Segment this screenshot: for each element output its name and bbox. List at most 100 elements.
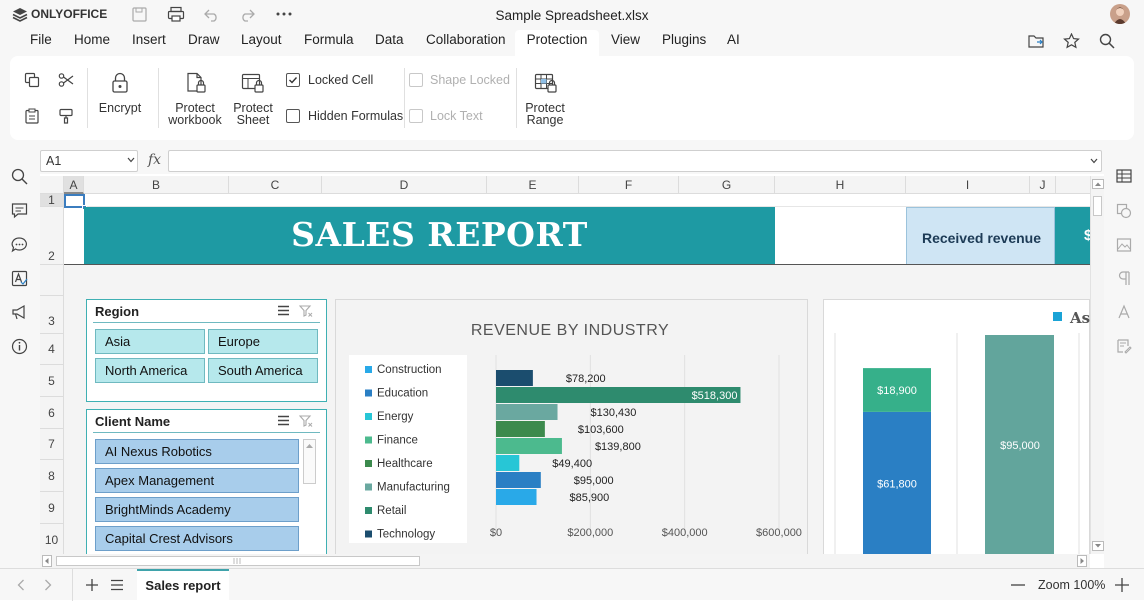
search-icon[interactable] bbox=[11, 168, 28, 185]
undo-icon[interactable] bbox=[203, 7, 220, 22]
sales-report-banner[interactable]: SALES REPORT bbox=[84, 207, 775, 265]
expand-formula-chevron-icon[interactable] bbox=[1090, 158, 1098, 164]
protect-workbook-icon[interactable] bbox=[185, 72, 207, 94]
name-box[interactable]: A1 bbox=[40, 150, 138, 172]
tab-home[interactable]: Home bbox=[74, 32, 111, 47]
zoom-in-icon[interactable] bbox=[1115, 578, 1129, 592]
hidden-formulas-checkbox[interactable] bbox=[286, 109, 300, 123]
protect-range-label[interactable]: Protect Range bbox=[525, 101, 565, 127]
scroll-tabs-right-icon[interactable] bbox=[44, 579, 52, 591]
column-header-i[interactable]: I bbox=[906, 176, 1030, 194]
multi-select-icon[interactable] bbox=[277, 415, 290, 426]
lock-text-label[interactable]: Lock Text bbox=[430, 109, 483, 123]
text-art-settings-icon[interactable] bbox=[1116, 304, 1132, 320]
slicer-item-europe[interactable]: Europe bbox=[208, 329, 318, 354]
sheet-list-icon[interactable] bbox=[110, 579, 124, 591]
region-slicer[interactable]: Region Asia Europe North America South A… bbox=[86, 299, 327, 402]
clear-filter-icon[interactable] bbox=[299, 305, 313, 317]
cut-icon[interactable] bbox=[58, 72, 74, 88]
vertical-scrollbar[interactable] bbox=[1090, 176, 1104, 554]
protect-sheet-label[interactable]: Protect Sheet bbox=[233, 101, 273, 127]
column-header-c[interactable]: C bbox=[229, 176, 322, 194]
chat-icon[interactable] bbox=[11, 236, 28, 253]
tab-collaboration[interactable]: Collaboration bbox=[426, 32, 506, 47]
copy-style-icon[interactable] bbox=[58, 108, 74, 124]
user-avatar[interactable] bbox=[1110, 4, 1130, 24]
tab-protection[interactable]: Protection bbox=[515, 30, 599, 56]
slicer-item-south-america[interactable]: South America bbox=[208, 358, 318, 383]
horizontal-scroll-thumb[interactable] bbox=[56, 556, 420, 566]
paragraph-settings-icon[interactable] bbox=[1116, 270, 1132, 286]
column-header-g[interactable]: G bbox=[679, 176, 775, 194]
column-header-f[interactable]: F bbox=[579, 176, 679, 194]
open-file-location-icon[interactable] bbox=[1028, 33, 1045, 49]
column-header-j[interactable]: J bbox=[1030, 176, 1056, 194]
comments-icon[interactable] bbox=[11, 202, 28, 219]
slicer-item-client[interactable]: Apex Management bbox=[95, 468, 299, 493]
add-sheet-icon[interactable] bbox=[85, 578, 99, 592]
slicer-item-client[interactable]: Capital Crest Advisors bbox=[95, 526, 299, 551]
slicer-item-asia[interactable]: Asia bbox=[95, 329, 205, 354]
chevron-down-icon[interactable] bbox=[127, 157, 135, 163]
horizontal-scrollbar[interactable] bbox=[40, 554, 1090, 568]
revenue-by-industry-chart[interactable]: REVENUE BY INDUSTRY $0 $200,000 $400,000 $6… bbox=[335, 299, 808, 554]
hidden-formulas-label[interactable]: Hidden Formulas bbox=[308, 109, 404, 123]
more-icon[interactable] bbox=[276, 12, 292, 16]
revenue-value-cell[interactable]: $ bbox=[1055, 207, 1090, 265]
received-revenue-cell[interactable]: Received revenue bbox=[906, 207, 1055, 265]
column-header-e[interactable]: E bbox=[487, 176, 579, 194]
slicer-scrollbar[interactable] bbox=[303, 439, 316, 484]
about-info-icon[interactable] bbox=[11, 338, 28, 355]
protect-workbook-label[interactable]: Protect workbook bbox=[168, 101, 222, 127]
tab-data[interactable]: Data bbox=[375, 32, 404, 47]
row-header-10[interactable]: 10 bbox=[40, 524, 64, 554]
redo-icon[interactable] bbox=[239, 7, 256, 22]
encrypt-lock-icon[interactable] bbox=[110, 72, 130, 94]
select-all-corner[interactable] bbox=[40, 176, 64, 194]
clear-filter-icon[interactable] bbox=[299, 415, 313, 427]
row-header-4[interactable]: 4 bbox=[40, 334, 64, 365]
zoom-level[interactable]: Zoom 100% bbox=[1038, 578, 1106, 592]
tab-formula[interactable]: Formula bbox=[304, 32, 354, 47]
slicer-item-client[interactable]: BrightMinds Academy bbox=[95, 497, 299, 522]
column-header-h[interactable]: H bbox=[775, 176, 906, 194]
paste-icon[interactable] bbox=[24, 108, 40, 124]
copy-icon[interactable] bbox=[24, 72, 40, 88]
tab-ai[interactable]: AI bbox=[727, 32, 740, 47]
feedback-megaphone-icon[interactable] bbox=[11, 304, 28, 321]
encrypt-label[interactable]: Encrypt bbox=[98, 101, 142, 115]
row-header-3[interactable]: 3 bbox=[40, 296, 64, 334]
shape-settings-icon[interactable] bbox=[1116, 203, 1132, 219]
signature-settings-icon[interactable] bbox=[1116, 338, 1132, 354]
spreadsheet-grid[interactable]: A B C D E F G H I J 1 2 3 4 5 6 7 8 9 10… bbox=[40, 176, 1090, 554]
row-header-7[interactable]: 7 bbox=[40, 429, 64, 460]
image-settings-icon[interactable] bbox=[1116, 237, 1132, 253]
scroll-tabs-left-icon[interactable] bbox=[17, 579, 25, 591]
row-header-6[interactable]: 6 bbox=[40, 397, 64, 429]
search-icon[interactable] bbox=[1099, 33, 1115, 49]
vertical-scroll-thumb[interactable] bbox=[1093, 196, 1102, 216]
column-header-a[interactable]: A bbox=[64, 176, 84, 194]
tab-insert[interactable]: Insert bbox=[132, 32, 166, 47]
column-header-b[interactable]: B bbox=[84, 176, 229, 194]
insert-function-icon[interactable]: fx bbox=[148, 152, 162, 168]
tab-plugins[interactable]: Plugins bbox=[662, 32, 707, 47]
cell-settings-icon[interactable] bbox=[1116, 168, 1132, 184]
slicer-item-north-america[interactable]: North America bbox=[95, 358, 205, 383]
multi-select-icon[interactable] bbox=[277, 305, 290, 316]
client-name-slicer[interactable]: Client Name AI Nexus Robotics Apex Manag… bbox=[86, 409, 327, 554]
print-icon[interactable] bbox=[167, 6, 185, 23]
column-header-k[interactable] bbox=[1056, 176, 1090, 194]
row-header-9[interactable]: 9 bbox=[40, 492, 64, 524]
locked-cell-checkbox[interactable] bbox=[286, 73, 300, 87]
slicer-item-client[interactable]: AI Nexus Robotics bbox=[95, 439, 299, 464]
row-header-1[interactable]: 1 bbox=[40, 194, 64, 207]
regional-revenue-chart[interactable]: As $61,800 $18,900 $95,000 bbox=[823, 299, 1090, 554]
tab-draw[interactable]: Draw bbox=[188, 32, 220, 47]
locked-cell-label[interactable]: Locked Cell bbox=[308, 73, 374, 87]
tab-view[interactable]: View bbox=[611, 32, 641, 47]
zoom-out-icon[interactable] bbox=[1011, 584, 1025, 586]
tab-file[interactable]: File bbox=[30, 32, 52, 47]
protect-range-icon[interactable] bbox=[534, 72, 558, 94]
column-header-d[interactable]: D bbox=[322, 176, 487, 194]
